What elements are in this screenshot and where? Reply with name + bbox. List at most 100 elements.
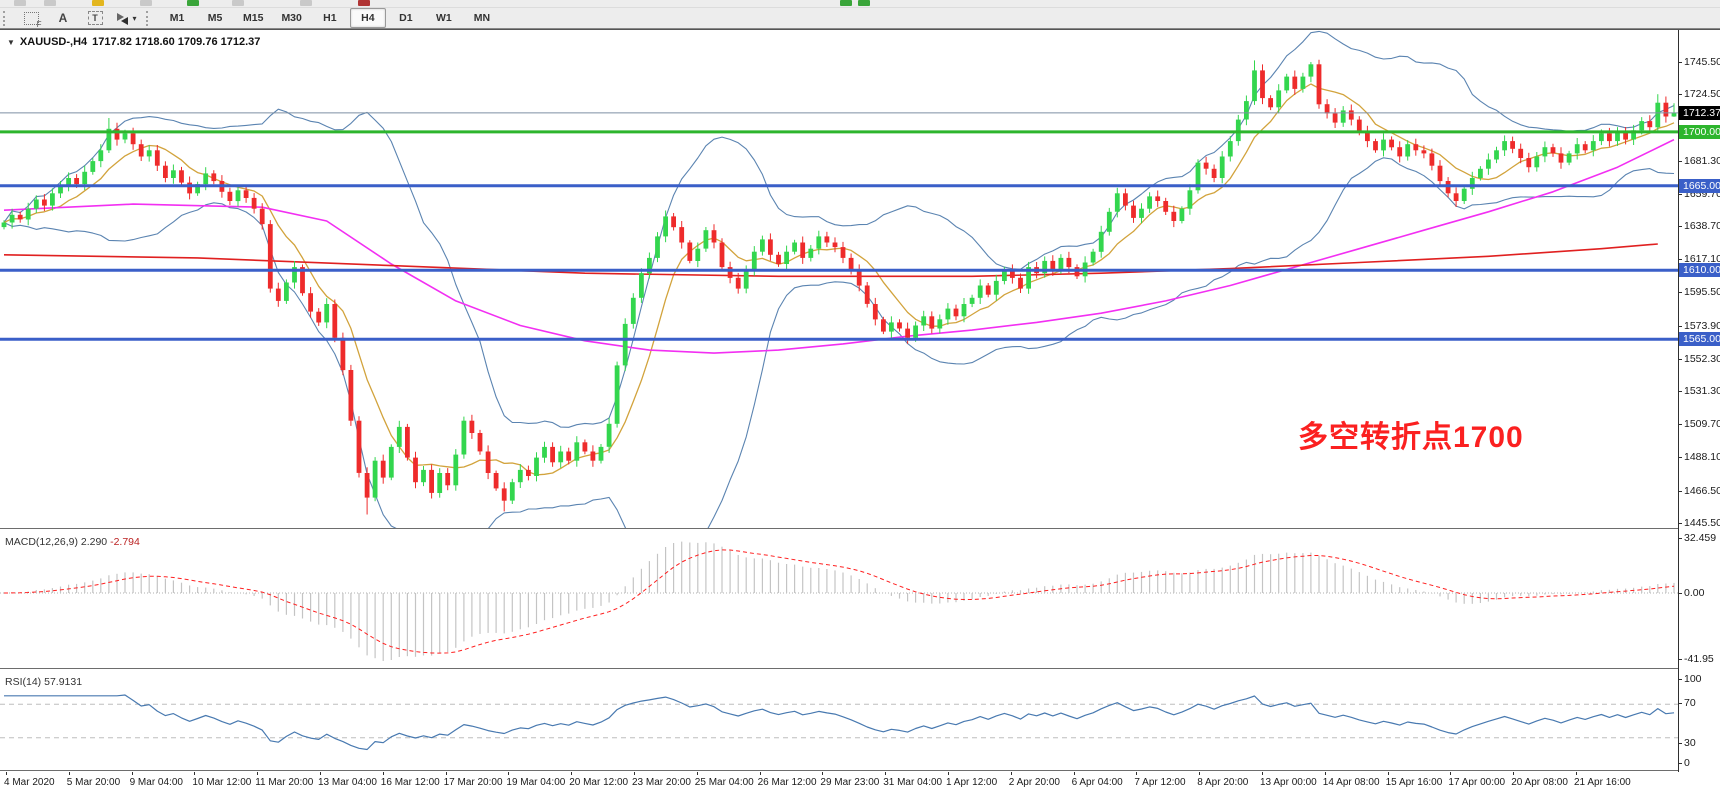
price-axis-label: 1745.50	[1684, 56, 1720, 68]
price-axis-label: 1617.10	[1684, 253, 1720, 265]
time-axis-label: 20 Mar 12:00	[569, 777, 629, 788]
macd-indicator-label: MACD(12,26,9) 2.290 -2.794	[5, 536, 140, 548]
rsi-indicator-canvas[interactable]	[0, 672, 1678, 770]
time-axis-label: 17 Mar 20:00	[443, 777, 503, 788]
toolbar-grip-handle[interactable]	[3, 10, 10, 26]
chart-symbol-timeframe: XAUUSD-,H4	[19, 36, 88, 48]
time-axis-tick	[320, 772, 321, 775]
rsi-indicator-label: RSI(14) 57.9131	[5, 676, 83, 688]
rsi-axis-label: 70	[1684, 697, 1696, 709]
toolbar-grip-handle[interactable]	[146, 10, 153, 26]
text-box-tool-button[interactable]: T	[80, 8, 110, 28]
axis-tick	[1678, 391, 1682, 392]
timeframe-button-W1[interactable]: W1	[436, 12, 452, 24]
timeframe-button-M5[interactable]: M5	[207, 12, 223, 24]
price-axis-label: 1531.30	[1684, 385, 1720, 397]
arrows-tool-button[interactable]: ▾	[112, 8, 142, 28]
clipped-icon	[358, 0, 370, 6]
annotation-text: 多空转折点1700	[1298, 421, 1524, 454]
time-axis-label: 19 Mar 04:00	[506, 777, 566, 788]
timeframe-button-M1[interactable]: M1	[169, 12, 185, 24]
chart-window: ▼ XAUUSD-,H4 1717.82 1718.60 1709.76 171…	[0, 30, 1720, 796]
time-axis-label: 13 Mar 04:00	[318, 777, 377, 788]
chevron-down-icon: ▼	[7, 37, 15, 47]
time-axis-tick	[1576, 772, 1577, 775]
time-axis-label: 25 Mar 04:00	[694, 777, 754, 788]
time-axis-tick	[885, 772, 887, 775]
rsi-axis-label: 100	[1684, 673, 1702, 685]
price-axis-label: 1573.90	[1684, 320, 1720, 332]
time-axis-label: 17 Apr 00:00	[1448, 777, 1506, 788]
dotted-box-f-tool-button[interactable]: F	[16, 8, 46, 29]
time-axis-tick	[1073, 772, 1075, 775]
time-axis-label: 15 Apr 16:00	[1385, 777, 1443, 788]
time-axis-tick	[382, 772, 384, 775]
time-axis-tick	[1387, 772, 1389, 775]
time-axis-label: 2 Apr 20:00	[1008, 777, 1060, 788]
timeframe-button-M30[interactable]: M30	[281, 12, 302, 24]
panel-splitter	[0, 770, 1720, 773]
price-badge: 1665.00	[1679, 179, 1720, 193]
time-axis-tick	[1199, 772, 1201, 775]
time-axis-tick	[634, 772, 635, 775]
axis-tick	[1678, 226, 1682, 227]
main-price-chart-canvas[interactable]	[0, 30, 1678, 528]
price-badge: 1700.00	[1679, 125, 1720, 139]
time-axis-tick	[68, 772, 70, 775]
timeframe-button-M15[interactable]: M15	[243, 12, 264, 24]
time-axis-label: 23 Mar 20:00	[632, 777, 691, 788]
axis-tick	[1678, 703, 1682, 704]
time-axis-label: 9 Mar 04:00	[129, 777, 183, 788]
time-axis-tick	[1262, 772, 1263, 775]
time-axis-tick	[6, 772, 7, 775]
drawing-and-timeframe-toolbar: F A T ▾ M1 M5 M15 M30 H1 H4 D1 W1 MN	[0, 8, 1720, 29]
plot-right-border	[1678, 30, 1679, 772]
timeframe-button-H1[interactable]: H1	[323, 12, 337, 24]
macd-indicator-canvas[interactable]	[0, 532, 1678, 668]
time-axis-label: 20 Apr 08:00	[1511, 777, 1568, 788]
timeframe-button-MN[interactable]: MN	[473, 12, 491, 24]
axis-tick	[1678, 538, 1682, 539]
time-axis-tick	[194, 772, 196, 775]
clipped-icon	[300, 0, 312, 6]
price-axis-label: 1595.50	[1684, 286, 1720, 298]
time-axis-tick	[948, 772, 949, 775]
clipped-icon	[44, 0, 56, 6]
rsi-axis-label: 30	[1684, 737, 1696, 749]
time-axis-label: 4 Mar 2020	[4, 777, 55, 788]
axis-tick	[1678, 259, 1682, 260]
clipped-icon	[140, 0, 152, 6]
time-axis-tick	[1513, 772, 1515, 775]
time-axis-label: 7 Apr 12:00	[1134, 777, 1186, 788]
price-axis-label: 1509.70	[1684, 418, 1720, 430]
axis-tick	[1678, 457, 1682, 458]
time-axis-tick	[257, 772, 259, 775]
time-axis-tick	[571, 772, 573, 775]
time-axis-label: 8 Apr 20:00	[1197, 777, 1249, 788]
macd-axis-label: 0.00	[1684, 587, 1705, 599]
timeframe-button-H4[interactable]: H4	[349, 8, 386, 28]
axis-tick	[1678, 292, 1682, 293]
time-axis-tick	[822, 772, 824, 775]
timeframe-button-D1[interactable]: D1	[399, 12, 413, 24]
axis-tick	[1678, 326, 1682, 327]
time-axis-label: 11 Mar 20:00	[255, 777, 314, 788]
time-axis-tick	[696, 772, 698, 775]
text-label-tool-button[interactable]: A	[48, 8, 78, 28]
axis-tick	[1678, 523, 1682, 524]
time-axis-tick	[508, 772, 510, 775]
price-axis[interactable]: 1745.50 1724.50 1681.30 1659.70 1638.70 1617.…	[1678, 30, 1720, 772]
chevron-down-icon: ▾	[132, 13, 137, 23]
clipped-icon	[187, 0, 199, 6]
axis-tick	[1678, 161, 1682, 162]
axis-tick	[1678, 359, 1682, 360]
price-axis-label: 1445.50	[1684, 517, 1720, 529]
time-axis-label: 1 Apr 12:00	[946, 777, 998, 788]
price-axis-label: 1552.30	[1684, 353, 1720, 365]
time-axis[interactable]: 4 Mar 2020 5 Mar 20:00 9 Mar 04:00 10 Mar 1…	[0, 772, 1720, 796]
time-axis-label: 5 Mar 20:00	[66, 777, 121, 788]
time-axis-label: 31 Mar 04:00	[883, 777, 943, 788]
time-axis-tick	[445, 772, 447, 775]
axis-tick	[1678, 763, 1682, 764]
